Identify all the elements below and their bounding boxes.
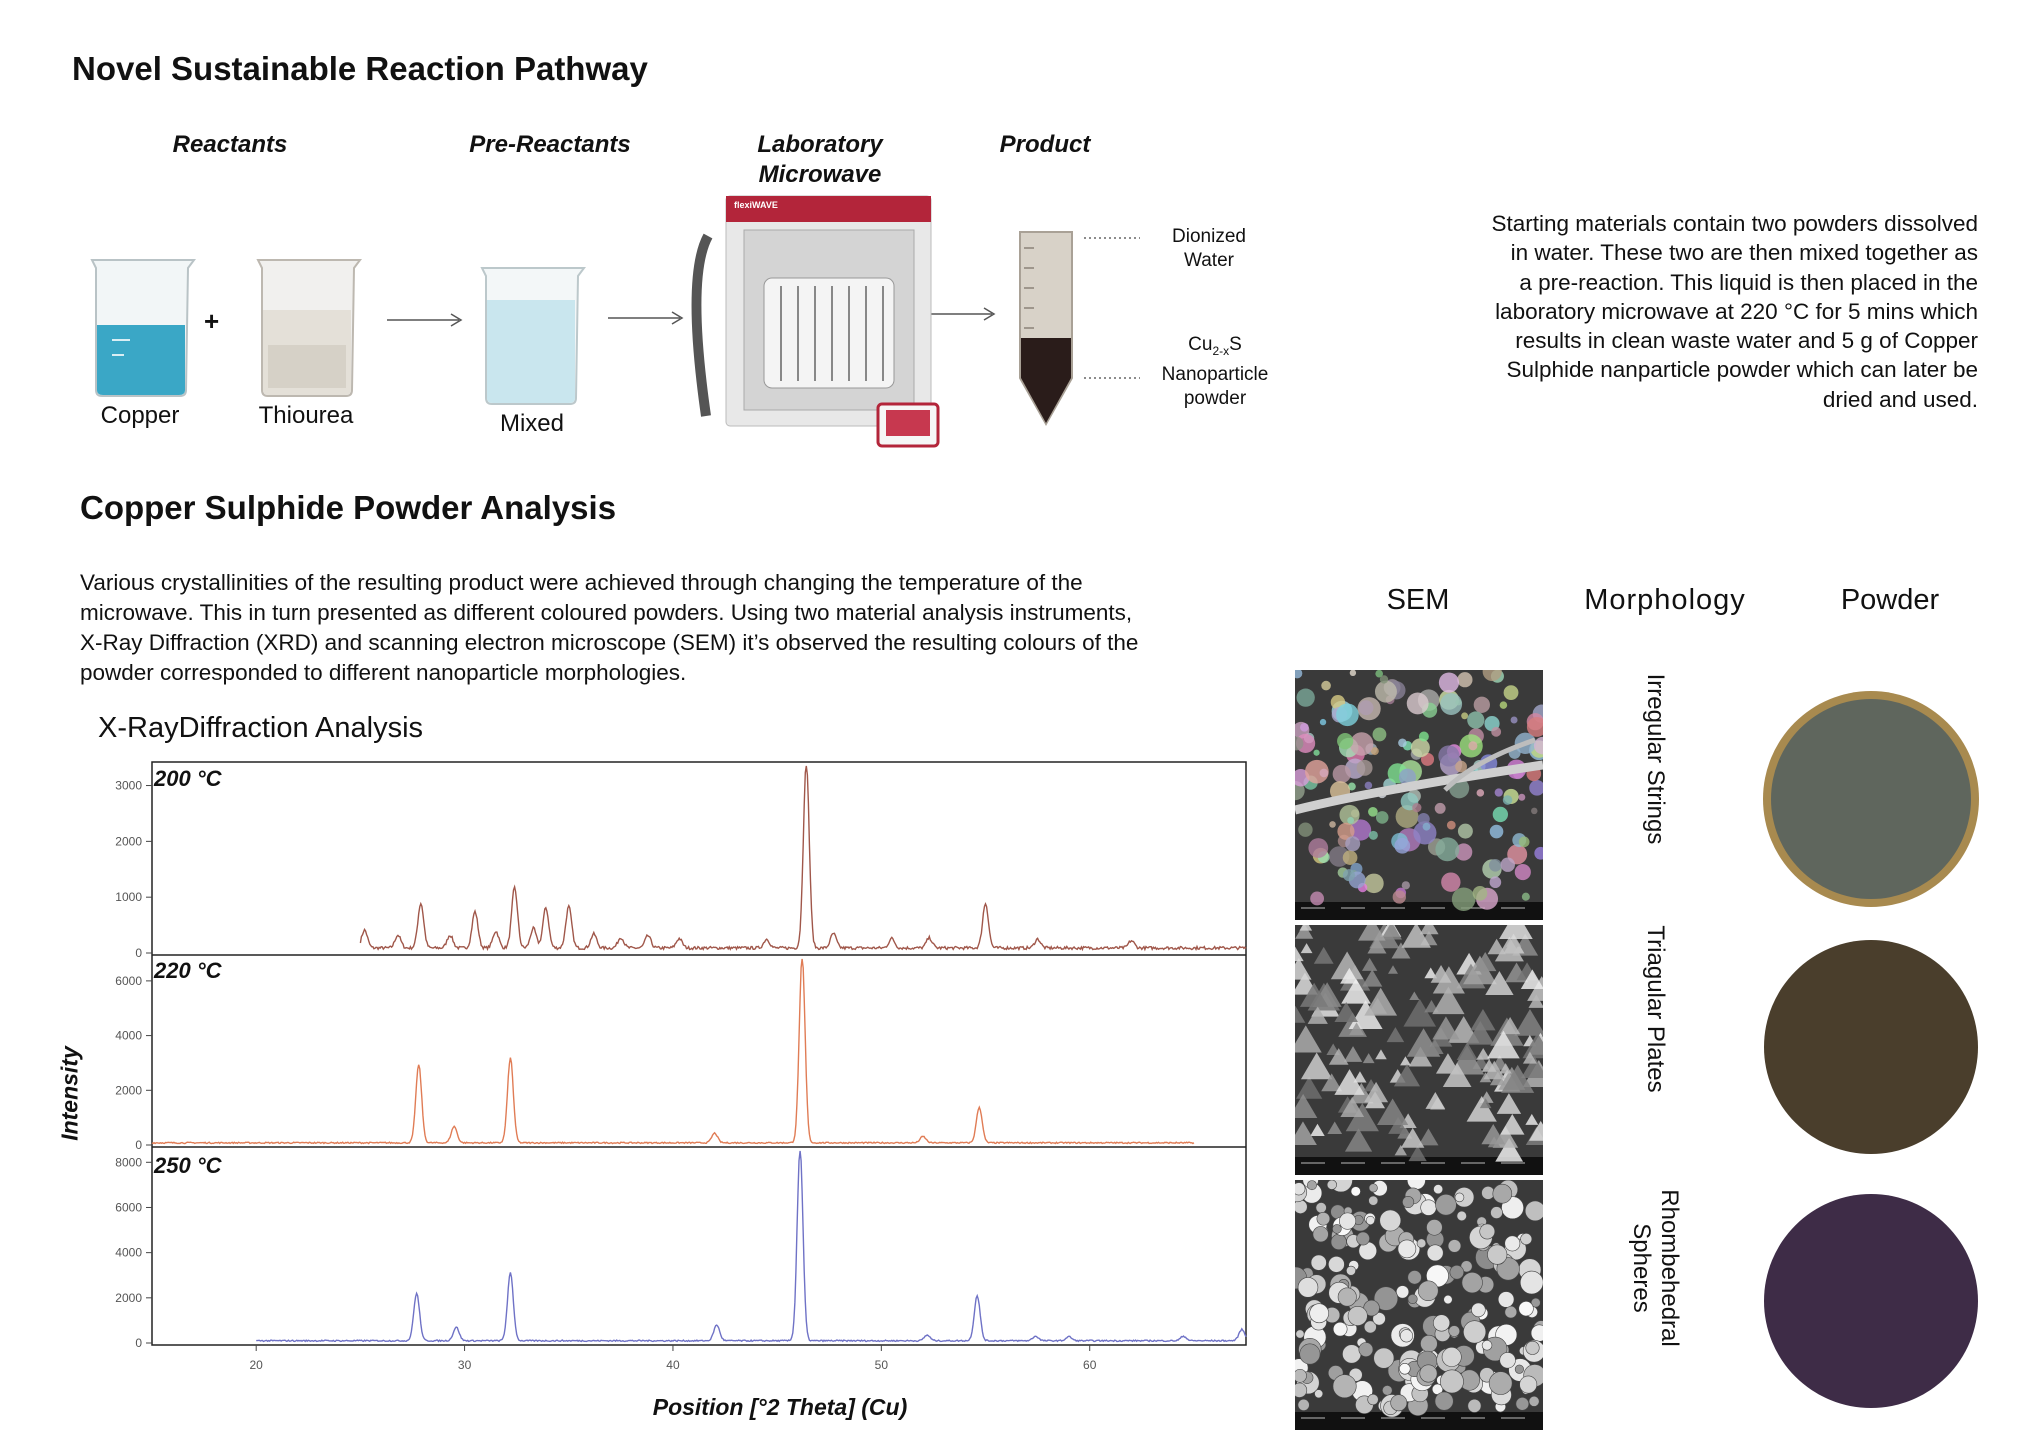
- y-tick-label: 4000: [115, 1246, 142, 1260]
- x-tick-label: 30: [458, 1358, 472, 1372]
- stage-title-microwave-line1: Laboratory: [757, 131, 883, 158]
- sem-image-rhombehedral-spheres: [1295, 1180, 1543, 1430]
- morphology-label-3: Rhombehedral Spheres: [1627, 1158, 1683, 1378]
- powder-swatch-grey: [1763, 691, 1979, 907]
- plus-sign: +: [204, 306, 220, 336]
- y-tick-label: 6000: [115, 974, 142, 988]
- series-line-1: [359, 765, 1247, 952]
- product-tube-icon: [1019, 231, 1073, 427]
- label-nano-line2: powder: [1183, 387, 1247, 409]
- x-tick-label: 40: [666, 1358, 680, 1372]
- y-tick-label: 0: [135, 946, 142, 960]
- stage-title-microwave: Laboratory Microwave: [720, 130, 920, 190]
- stage-title-reactants: Reactants: [172, 131, 288, 158]
- morphology-label-3-line1: Rhombehedral: [1656, 1189, 1683, 1347]
- series-line-3: [256, 1150, 1247, 1343]
- label-dionized-water-line2: Water: [1184, 250, 1234, 271]
- formula-tail: S: [1229, 334, 1242, 355]
- description-line: dried and used.: [1822, 386, 1978, 412]
- label-nanoparticle-powder: Cu2-xS Nanoparticle powder: [1140, 333, 1290, 411]
- pathway-description: Starting materials contain two powders d…: [1380, 209, 1979, 414]
- description-line: results in clean waste water and 5 g of …: [1515, 328, 1978, 354]
- analysis-title: Copper Sulphide Powder Analysis: [80, 489, 617, 526]
- description-line: laboratory microwave at 220 °C for 5 min…: [1495, 298, 1978, 324]
- y-tick-label: 6000: [115, 1200, 142, 1214]
- x-tick-label: 20: [250, 1358, 264, 1372]
- y-tick-label: 0: [135, 1336, 142, 1350]
- y-tick-label: 1000: [115, 890, 142, 904]
- sem-image-triangular-plates: [1295, 925, 1543, 1175]
- temp-label-200: 200 °C: [154, 766, 222, 791]
- label-nano-line1: Nanoparticle: [1161, 363, 1269, 385]
- paragraph-line: microwave. This in turn presented as dif…: [80, 600, 1133, 625]
- stage-title-microwave-line2: Microwave: [758, 161, 882, 188]
- stage-title-product: Product: [999, 131, 1091, 158]
- column-header-powder: Powder: [1840, 584, 1940, 616]
- y-tick-label: 2000: [115, 1291, 142, 1305]
- y-tick-label: 4000: [115, 1029, 142, 1043]
- y-axis-title: Intensity: [56, 1046, 83, 1141]
- mixed-beaker-icon: [480, 267, 586, 405]
- y-tick-label: 2000: [115, 834, 142, 848]
- thiourea-beaker-icon: [256, 259, 362, 397]
- formula-base: Cu: [1188, 334, 1213, 355]
- description-line: in water. These two are then mixed toget…: [1510, 240, 1978, 266]
- pathway-title: Novel Sustainable Reaction Pathway: [72, 50, 648, 87]
- arrow-icon-1: [387, 313, 463, 327]
- y-tick-label: 3000: [115, 779, 142, 793]
- description-line: Starting materials contain two powders d…: [1491, 211, 1979, 236]
- copper-beaker-icon: [90, 259, 196, 397]
- label-dionized-water: Dionized Water: [1144, 225, 1274, 273]
- xrd-chart: 0 1000 2000 3000 0 2000 4000 6000 0 2000 4000 6000 8…: [115, 761, 1247, 1372]
- powder-swatch-brown: [1764, 940, 1978, 1154]
- formula-subscript: 2-x: [1212, 343, 1230, 358]
- label-formula: Cu2-xS: [1140, 333, 1290, 363]
- sem-image-irregular-strings: [1295, 670, 1543, 920]
- stage-title-pre-reactants: Pre-Reactants: [469, 131, 631, 158]
- series-line-2: [151, 958, 1195, 1145]
- column-header-morphology: Morphology: [1584, 584, 1746, 616]
- column-header-sem: SEM: [1386, 584, 1450, 616]
- analysis-paragraph: Various crystallinities of the resulting…: [80, 568, 1280, 688]
- morphology-label-2: Triagular Plates: [1642, 925, 1669, 1093]
- label-dionized-water-line1: Dionized: [1172, 226, 1246, 247]
- morphology-label-1: Irregular Strings: [1642, 673, 1669, 845]
- label-mixed: Mixed: [499, 410, 565, 437]
- paragraph-line: Various crystallinities of the resulting…: [80, 570, 1083, 595]
- y-tick-label: 0: [135, 1138, 142, 1152]
- paragraph-line: X-Ray Diffraction (XRD) and scanning ele…: [80, 630, 1139, 655]
- y-tick-label: 8000: [115, 1155, 142, 1169]
- morphology-label-3-line2: Spheres: [1628, 1223, 1655, 1313]
- paragraph-line: powder corresponded to different nanopar…: [80, 660, 687, 685]
- x-axis-title: Position [°2 Theta] (Cu): [652, 1394, 908, 1420]
- microwave-icon: [691, 195, 940, 448]
- powder-swatch-purple: [1764, 1194, 1978, 1408]
- description-line: a pre-reaction. This liquid is then plac…: [1519, 269, 1978, 295]
- x-tick-label: 60: [1083, 1358, 1097, 1372]
- description-line: Sulphide nanparticle powder which can la…: [1506, 357, 1978, 383]
- temp-label-220: 220 °C: [154, 958, 222, 983]
- y-tick-label: 2000: [115, 1083, 142, 1097]
- arrow-icon-2: [608, 311, 684, 325]
- product-leader-lines: [1084, 237, 1140, 379]
- label-copper: Copper: [100, 402, 180, 429]
- chart-frame: [151, 761, 1247, 1346]
- temp-label-250: 250 °C: [154, 1153, 222, 1178]
- chart-title: X-RayDiffraction Analysis: [98, 712, 424, 744]
- x-tick-label: 50: [875, 1358, 889, 1372]
- label-thiourea: Thiourea: [258, 402, 354, 429]
- microwave-brand-label: flexiWAVE: [734, 200, 778, 210]
